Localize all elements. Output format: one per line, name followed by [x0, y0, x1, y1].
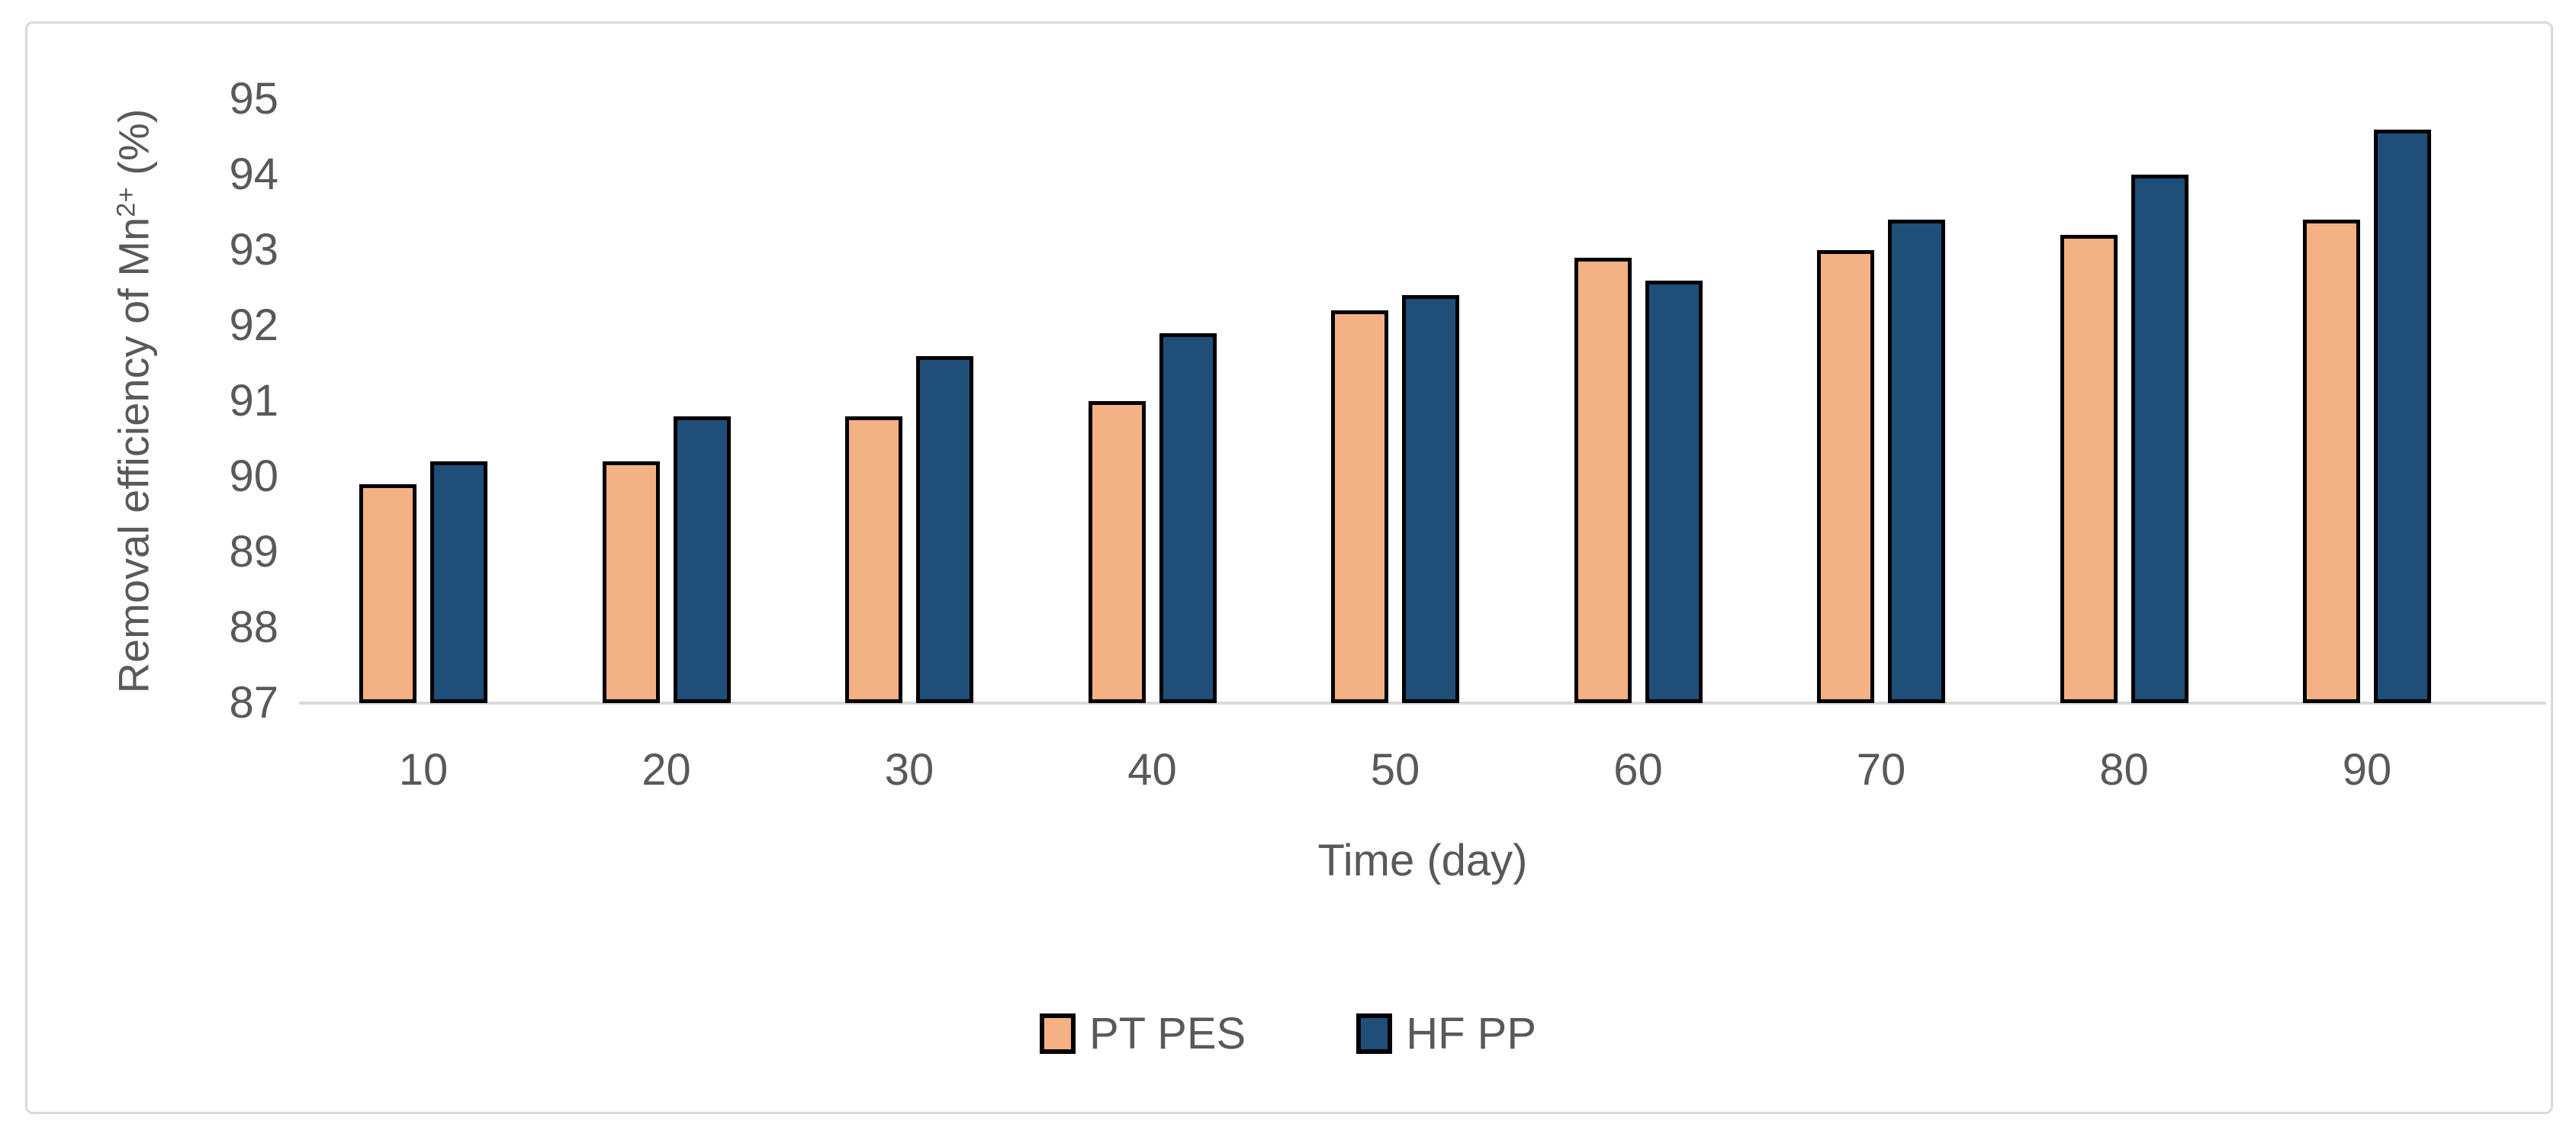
legend-item-hf-pp: HF PP — [1356, 1008, 1536, 1059]
bar-pt-pes-10 — [359, 483, 416, 703]
bar-pt-pes-70 — [1817, 250, 1874, 703]
bar-hf-pp-60 — [1645, 280, 1703, 703]
bar-hf-pp-20 — [673, 416, 731, 703]
legend-label: HF PP — [1406, 1009, 1537, 1058]
legend-label: PT PES — [1089, 1009, 1246, 1058]
y-tick-label: 89 — [229, 527, 278, 577]
x-axis-line — [299, 702, 2546, 705]
bar-hf-pp-50 — [1402, 295, 1459, 703]
bar-pt-pes-80 — [2060, 235, 2118, 703]
y-tick-label: 93 — [229, 225, 278, 275]
bar-hf-pp-40 — [1159, 332, 1217, 703]
bar-pt-pes-30 — [845, 416, 902, 703]
bar-hf-pp-80 — [2131, 175, 2188, 703]
bar-hf-pp-30 — [916, 355, 973, 703]
bar-hf-pp-90 — [2374, 129, 2431, 703]
bar-pt-pes-50 — [1331, 310, 1388, 703]
legend-swatch-icon — [1356, 1013, 1393, 1054]
x-tick-label-40: 40 — [1127, 745, 1177, 795]
bar-hf-pp-70 — [1888, 220, 1945, 703]
y-tick-label: 95 — [229, 74, 278, 124]
bar-pt-pes-90 — [2303, 220, 2360, 703]
x-tick-label-30: 30 — [884, 745, 934, 795]
y-tick-label: 87 — [229, 678, 278, 727]
y-tick-label: 91 — [229, 376, 278, 426]
x-tick-label-50: 50 — [1370, 745, 1420, 795]
x-tick-label-20: 20 — [642, 745, 691, 795]
x-tick-label-10: 10 — [398, 745, 449, 795]
x-tick-label-70: 70 — [1856, 745, 1906, 795]
bar-hf-pp-10 — [430, 461, 487, 703]
y-tick-label: 92 — [229, 300, 278, 350]
bar-pt-pes-60 — [1574, 257, 1632, 703]
bar-pt-pes-20 — [602, 461, 660, 703]
legend-swatch-icon — [1039, 1013, 1076, 1054]
bar-pt-pes-40 — [1088, 401, 1146, 703]
y-tick-label: 90 — [229, 451, 278, 501]
y-tick-label: 94 — [229, 149, 278, 199]
y-tick-label: 88 — [229, 602, 278, 652]
x-tick-label-60: 60 — [1613, 745, 1663, 795]
legend-item-pt-pes: PT PES — [1039, 1008, 1246, 1059]
x-tick-label-90: 90 — [2342, 745, 2392, 795]
x-axis-title: Time (day) — [1317, 836, 1528, 885]
legend: PT PES HF PP — [0, 1008, 2576, 1059]
x-tick-label-80: 80 — [2099, 745, 2149, 795]
